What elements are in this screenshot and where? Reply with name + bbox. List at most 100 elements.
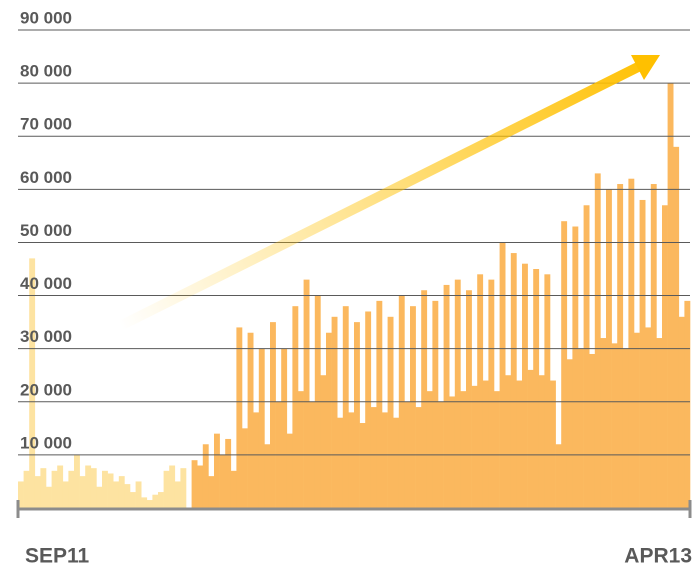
bar (281, 348, 288, 508)
bar (566, 359, 573, 508)
bar (639, 199, 646, 508)
bar (555, 444, 562, 508)
bar (68, 470, 75, 508)
bar (505, 375, 512, 508)
bar (410, 306, 416, 508)
bar (146, 500, 153, 508)
bar (370, 407, 377, 508)
bar (662, 205, 668, 508)
x-tick-label: APR13 (624, 545, 692, 568)
bar (113, 481, 120, 508)
bar (270, 322, 276, 508)
bar (264, 444, 271, 508)
bar (326, 332, 332, 508)
x-tick-label: SEP11 (25, 545, 90, 568)
bar (510, 253, 517, 508)
bar (678, 316, 685, 508)
trend-arrow (117, 55, 660, 331)
bar (561, 221, 568, 508)
bar (376, 300, 383, 508)
bar (124, 484, 131, 508)
bar (650, 184, 657, 508)
y-tick-label: 20 000 (20, 380, 72, 399)
bar (673, 146, 680, 508)
bar (594, 173, 601, 508)
bar (421, 290, 428, 508)
bar (415, 407, 422, 508)
bar (163, 470, 170, 508)
bar (488, 279, 495, 508)
bar (454, 279, 461, 508)
bar (359, 423, 366, 508)
bar (634, 332, 640, 508)
bar (331, 316, 338, 508)
bar (387, 316, 394, 508)
bar (57, 465, 64, 508)
bar (572, 226, 579, 508)
y-tick-label: 10 000 (20, 433, 72, 452)
bar (303, 279, 310, 508)
bar (622, 348, 629, 508)
bar (242, 428, 248, 508)
bar (298, 391, 304, 508)
bar (85, 465, 92, 508)
bar (62, 481, 69, 508)
bar (180, 468, 187, 508)
bar (102, 470, 108, 508)
bar (253, 412, 260, 508)
bar (135, 481, 142, 508)
bar (219, 454, 226, 508)
bar (516, 380, 523, 508)
bar (191, 460, 198, 508)
bar (29, 258, 36, 508)
bar (286, 433, 293, 508)
bar (477, 274, 484, 508)
bar (494, 391, 500, 508)
bar (18, 481, 24, 508)
bar (107, 473, 114, 508)
bar (600, 338, 607, 508)
bar (320, 375, 327, 508)
bar (118, 476, 125, 508)
bar (236, 327, 243, 508)
bar (550, 380, 556, 508)
bar (34, 476, 41, 508)
bar (382, 412, 388, 508)
bar (96, 486, 103, 508)
bar (225, 438, 232, 508)
bar (258, 348, 265, 508)
bar (90, 468, 97, 508)
bar (354, 322, 360, 508)
bar (202, 444, 209, 508)
bar (348, 412, 355, 508)
bar (583, 205, 590, 508)
bar (522, 263, 528, 508)
y-tick-label: 70 000 (20, 115, 72, 134)
bar (130, 492, 136, 508)
bar (342, 306, 349, 508)
y-tick-label: 90 000 (20, 8, 72, 27)
bar (152, 494, 159, 508)
bar (617, 184, 624, 508)
y-tick-label: 50 000 (20, 221, 72, 240)
y-tick-label: 30 000 (20, 327, 72, 346)
bar (471, 385, 478, 508)
bar (74, 454, 80, 508)
bar (578, 348, 584, 508)
bar (443, 284, 450, 508)
bar (460, 391, 467, 508)
bar (432, 300, 439, 508)
bar (174, 481, 181, 508)
bar (466, 290, 472, 508)
bar (393, 417, 400, 508)
bar (544, 274, 551, 508)
bar (365, 311, 372, 508)
y-tick-label: 40 000 (20, 274, 72, 293)
bar (46, 486, 52, 508)
bar (230, 470, 237, 508)
bar (482, 380, 489, 508)
bar (158, 492, 164, 508)
bar (337, 417, 344, 508)
bar (40, 468, 47, 508)
bar (214, 433, 220, 508)
